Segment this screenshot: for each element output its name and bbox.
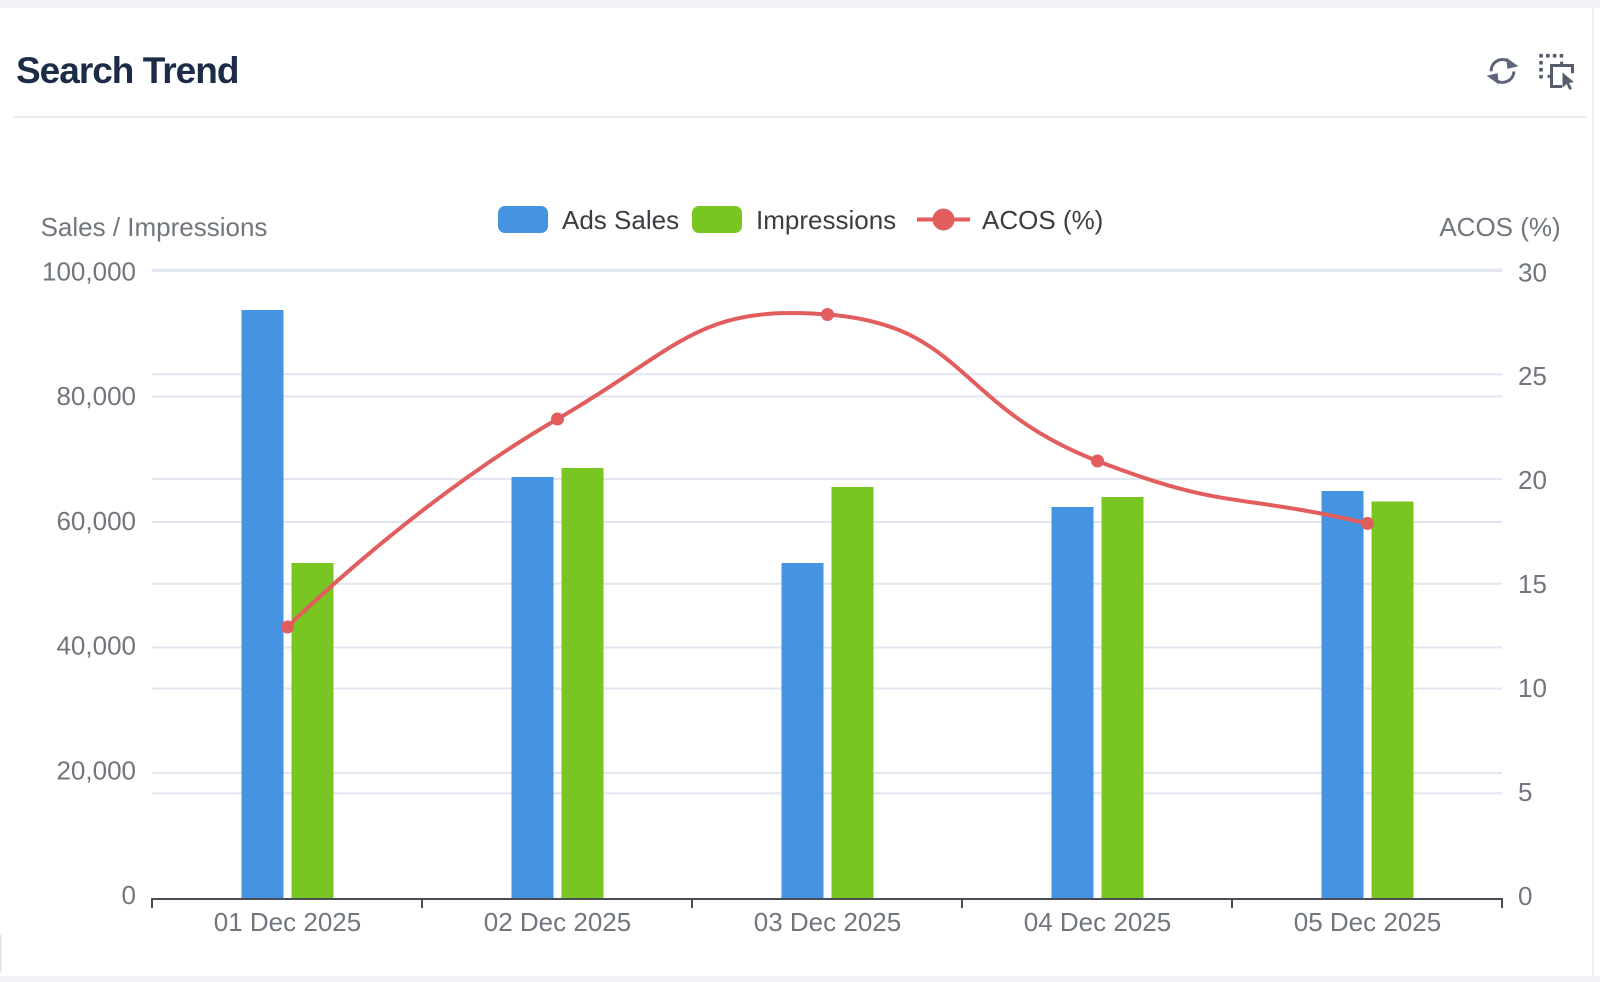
svg-text:10: 10 — [1518, 673, 1547, 703]
svg-text:01 Dec 2025: 01 Dec 2025 — [214, 907, 361, 937]
svg-text:20,000: 20,000 — [56, 756, 136, 786]
svg-text:25: 25 — [1518, 361, 1547, 391]
svg-text:0: 0 — [122, 880, 136, 910]
svg-text:ACOS (%): ACOS (%) — [982, 205, 1103, 235]
svg-text:15: 15 — [1518, 569, 1547, 599]
svg-text:20: 20 — [1518, 465, 1547, 495]
svg-text:Search Trend: Search Trend — [16, 50, 238, 91]
svg-text:Impressions: Impressions — [756, 205, 896, 235]
svg-text:60,000: 60,000 — [56, 506, 136, 536]
svg-text:40,000: 40,000 — [56, 631, 136, 661]
svg-text:30: 30 — [1518, 257, 1547, 287]
svg-text:5: 5 — [1518, 777, 1532, 807]
svg-text:05 Dec 2025: 05 Dec 2025 — [1294, 907, 1441, 937]
svg-text:Sales / Impressions: Sales / Impressions — [41, 212, 268, 242]
svg-text:Ads Sales: Ads Sales — [562, 205, 679, 235]
svg-text:ACOS (%): ACOS (%) — [1439, 212, 1560, 242]
svg-text:100,000: 100,000 — [42, 257, 136, 287]
svg-text:02 Dec 2025: 02 Dec 2025 — [484, 907, 631, 937]
svg-text:04 Dec 2025: 04 Dec 2025 — [1024, 907, 1171, 937]
svg-text:03 Dec 2025: 03 Dec 2025 — [754, 907, 901, 937]
svg-text:0: 0 — [1518, 881, 1532, 911]
svg-text:80,000: 80,000 — [56, 381, 136, 411]
